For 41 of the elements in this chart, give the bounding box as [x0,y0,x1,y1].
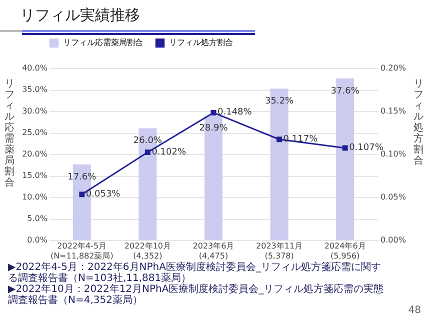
point [79,192,85,198]
point [210,110,216,116]
text: 48 [408,305,421,316]
data-label: 35.2% [265,96,294,107]
x-tick-label: 2022年10月 (4,352) [124,242,171,260]
y-tick-label: 40.0% [22,64,48,72]
y-tick-label: 25.0% [22,128,48,137]
x-tick-label: 2023年11月 (5,378) [256,242,303,260]
data-label: 26.0% [133,136,162,146]
y-tick-label: 30.0% [22,106,48,116]
point [144,150,150,156]
y-tick-label: 0.0% [27,236,48,244]
x-tick-label: 2022年4-5月 (N=11,882薬局) [50,242,114,260]
legend-label: リフィル処方割合 [169,38,233,48]
y2-tick-label: 0.05% [380,192,406,202]
data-label: 37.6% [330,86,360,96]
data-label: 0.148% [218,108,252,118]
point [276,136,282,142]
y2-tick-label: 0.10% [380,150,406,158]
text: ▶2022年4-5月：2022年6月NPhA医療制度検討委員会_リフィル処方箋応需に関する調査報告書（N=103社,11,881薬局） [8,262,381,284]
data-label: 0.117% [283,134,318,144]
y-tick-label: 20.0% [22,150,48,158]
text: ▶2022年10月：2022年12月NPhA医療制度検討委員会_リフィル処方箋応需の実態調査報告書（N=4,352薬局） [8,284,385,306]
data-label: 28.9% [199,124,228,134]
x-tick-label: 2023年6月 (4,475) [192,242,234,260]
y2-tick-label: 0.20% [380,64,406,72]
y2-axis-title: リフィル処方割合 [414,78,424,166]
data-label: 17.6% [68,172,97,182]
y2-tick-label: 0.15% [380,106,406,116]
y-tick-label: 35.0% [22,85,48,94]
x-tick-label: 2024年6月 (5,956) [324,242,366,260]
legend-label: リフィル応需薬局割合 [63,38,143,48]
y2-tick-label: 0.00% [380,236,406,244]
y-tick-label: 10.0% [22,192,48,202]
y-tick-label: 15.0% [22,171,48,180]
data-label: 0.053% [86,189,121,200]
data-label: 0.102% [152,147,186,158]
point [342,145,348,151]
y-tick-label: 5.0% [27,214,48,223]
chart-title: リフィル実績推移 [20,6,140,25]
text: リフィル応需薬局割合 [4,78,14,188]
